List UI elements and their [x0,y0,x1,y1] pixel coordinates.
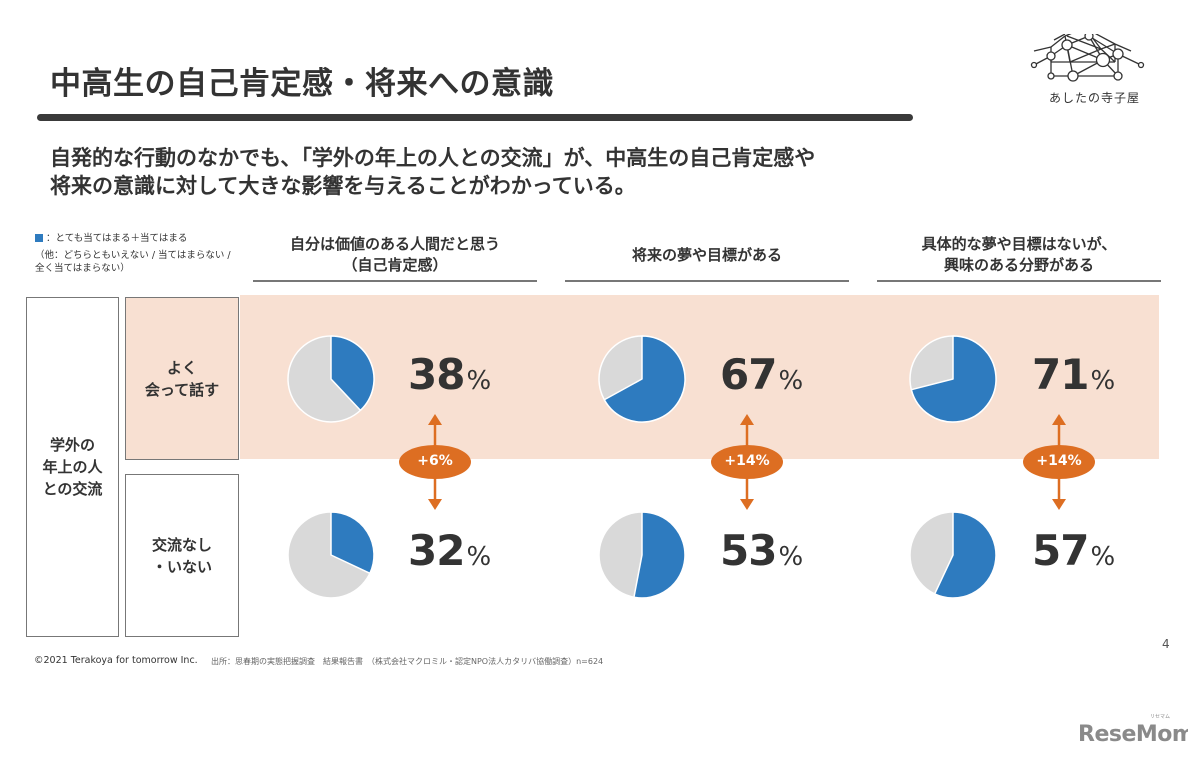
pie-chart [287,511,375,599]
row-group-line: 年上の人 [42,458,103,476]
column-header-line: （自己肯定感） [342,256,448,274]
pie-slice-positive [933,511,997,599]
pie-chart [598,335,686,423]
row-group-line: との交流 [42,480,103,498]
difference-arrow-icon [1023,414,1095,510]
resemom-brand-logo: ReseMom [1078,722,1188,747]
row-group-line: 学外の [49,436,95,454]
column-header-line: 具体的な夢や目標はないが、 [921,235,1117,253]
page-number: 4 [1162,637,1170,651]
percentage-label: 71% [1032,350,1115,399]
footer-copyright: ©2021 Terakoya for tomorrow Inc. [34,655,198,666]
footer-source: 出所：思春期の実態把握調査 結果報告書 （株式会社マクロミル・認定NPO法人カタ… [211,657,604,666]
logo-network-nodes [1030,34,1145,82]
column-header-line: 自分は価値のある人間だと思う [289,235,500,253]
row-label-line: ・いない [151,557,212,576]
row-label-meet-often: よく 会って話す [125,297,239,460]
difference-badge: +14% [724,453,770,469]
percentage-label: 32% [408,526,491,575]
slide-title: 中高生の自己肯定感・将来への意識 [50,66,554,102]
pie-slice-positive [330,335,375,412]
percentage-value: 57 [1032,526,1089,575]
legend-main: ：とても当てはまる＋当てはまる [35,232,235,245]
row-label-no-contact: 交流なし ・いない [125,474,239,637]
pie-slice-positive [603,335,686,423]
percentage-value: 53 [720,526,777,575]
percentage-unit: % [466,542,491,572]
highlight-band [240,295,1159,459]
percentage-label: 67% [720,350,803,399]
percentage-label: 53% [720,526,803,575]
legend-main-label: ：とても当てはまる＋当てはまる [46,233,188,244]
pie-chart [598,511,686,599]
percentage-unit: % [778,366,803,396]
title-underline [37,114,913,121]
lead-line-1: 自発的な行動のなかでも、「学外の年上の人との交流」が、中高生の自己肯定感や [50,146,816,170]
row-label-line: よく [166,358,197,377]
difference-badge: +14% [1036,453,1082,469]
pie-slice-positive [330,511,375,575]
column-header-dream: 将来の夢や目標がある [565,232,849,278]
row-label-line: 交流なし [151,535,212,554]
column-rule [253,280,537,282]
legend-swatch-icon [35,234,43,242]
difference-arrow-icon [399,414,471,510]
percentage-value: 67 [720,350,777,399]
lead-text: 自発的な行動のなかでも、「学外の年上の人との交流」が、中高生の自己肯定感や 将来… [50,144,815,200]
difference-arrow-icon [711,414,783,510]
percentage-label: 38% [408,350,491,399]
column-header-line: 将来の夢や目標がある [631,245,782,264]
pie-chart [909,511,997,599]
column-header-self-esteem: 自分は価値のある人間だと思う （自己肯定感） [253,232,537,278]
percentage-value: 38 [408,350,465,399]
column-rule [565,280,849,282]
legend: ：とても当てはまる＋当てはまる （他：どちらともいえない / 当てはまらない /… [35,232,235,275]
pie-chart [909,335,997,423]
percentage-value: 71 [1032,350,1089,399]
percentage-unit: % [1090,542,1115,572]
pie-slice-positive [910,335,997,423]
percentage-label: 57% [1032,526,1115,575]
column-header-interest: 具体的な夢や目標はないが、 興味のある分野がある [877,232,1161,278]
resemom-brand-ruby: リセマム [1150,714,1171,720]
column-header-line: 興味のある分野がある [943,256,1094,274]
row-group-label: 学外の 年上の人 との交流 [26,297,119,637]
percentage-unit: % [466,366,491,396]
pie-chart [287,335,375,423]
percentage-value: 32 [408,526,465,575]
percentage-unit: % [778,542,803,572]
logo-text: あしたの寺子屋 [1049,91,1141,105]
row-label-line: 会って話す [144,380,220,399]
difference-badge: +6% [417,453,453,469]
percentage-unit: % [1090,366,1115,396]
column-rule [877,280,1161,282]
lead-line-2: 将来の意識に対して大きな影響を与えることがわかっている。 [50,174,636,198]
legend-note: （他：どちらともいえない / 当てはまらない / 全く当てはまらない） [35,250,231,274]
pie-slice-positive [633,511,686,599]
